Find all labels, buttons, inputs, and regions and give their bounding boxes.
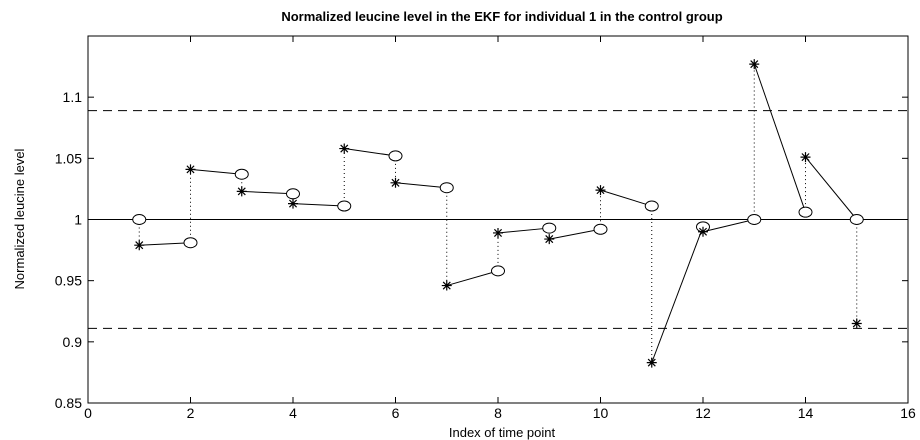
star-point: [185, 164, 196, 175]
prediction-line: [702, 219, 755, 233]
prediction-line: [497, 227, 550, 234]
prediction-line: [446, 270, 499, 287]
prediction-line: [190, 168, 242, 175]
x-tick-label: 4: [289, 405, 297, 421]
circle-point: [388, 150, 403, 162]
star-point: [698, 226, 708, 237]
circle-point: [183, 237, 198, 249]
prediction-line: [549, 228, 601, 240]
circle-point: [337, 200, 352, 212]
prediction-line: [753, 63, 806, 213]
y-axis-label: Normalized leucine level: [12, 148, 27, 289]
prediction-line: [344, 148, 396, 157]
circle-point: [491, 265, 505, 277]
star-point: [851, 318, 862, 329]
star-point: [441, 280, 452, 291]
circle-point: [593, 223, 608, 235]
y-tick-label: 1: [74, 212, 82, 228]
y-tick-label: 1.05: [55, 150, 82, 166]
star-point: [390, 177, 401, 188]
x-tick-label: 2: [187, 405, 195, 421]
y-tick-label: 0.85: [55, 395, 82, 411]
plot-area: 0 2 4 6 8 10 12 14 16 0.85 0.9 0.95 1 1.05 1.1: [55, 35, 916, 421]
star-point: [288, 198, 298, 209]
star-point: [493, 227, 503, 238]
circle-point: [286, 188, 300, 200]
prediction-line: [292, 203, 345, 207]
star-point: [749, 59, 760, 70]
star-point: [800, 152, 811, 163]
x-tick-label: 10: [593, 405, 609, 421]
circle-point: [439, 182, 454, 194]
x-tick-label: 12: [695, 405, 711, 421]
prediction-line: [600, 189, 652, 207]
y-tick-label: 0.95: [55, 273, 82, 289]
circle-point: [132, 214, 147, 225]
star-point: [236, 186, 247, 197]
x-axis-label: Index of time point: [449, 425, 556, 440]
star-point: [646, 357, 657, 368]
y-tick-label: 1.1: [63, 89, 83, 105]
circle-point: [542, 222, 557, 234]
prediction-line: [139, 242, 191, 246]
circle-point: [644, 200, 659, 212]
x-tick-label: 8: [494, 405, 502, 421]
y-tick-label: 0.9: [63, 334, 83, 350]
prediction-line: [805, 156, 858, 220]
x-tick-label: 6: [392, 405, 400, 421]
prediction-line: [651, 226, 704, 363]
star-point: [339, 143, 350, 154]
x-tick-label: 16: [900, 405, 916, 421]
star-point: [595, 185, 606, 196]
star-point: [544, 234, 555, 245]
circle-point: [747, 214, 762, 225]
circle-point: [798, 206, 813, 218]
x-tick-label: 0: [84, 405, 92, 421]
star-point: [134, 240, 145, 251]
prediction-line: [395, 182, 447, 189]
circle-point: [234, 168, 249, 180]
prediction-line: [241, 190, 294, 195]
chart-title: Normalized leucine level in the EKF for …: [281, 9, 722, 24]
x-tick-label: 14: [798, 405, 814, 421]
circle-point: [849, 214, 864, 225]
